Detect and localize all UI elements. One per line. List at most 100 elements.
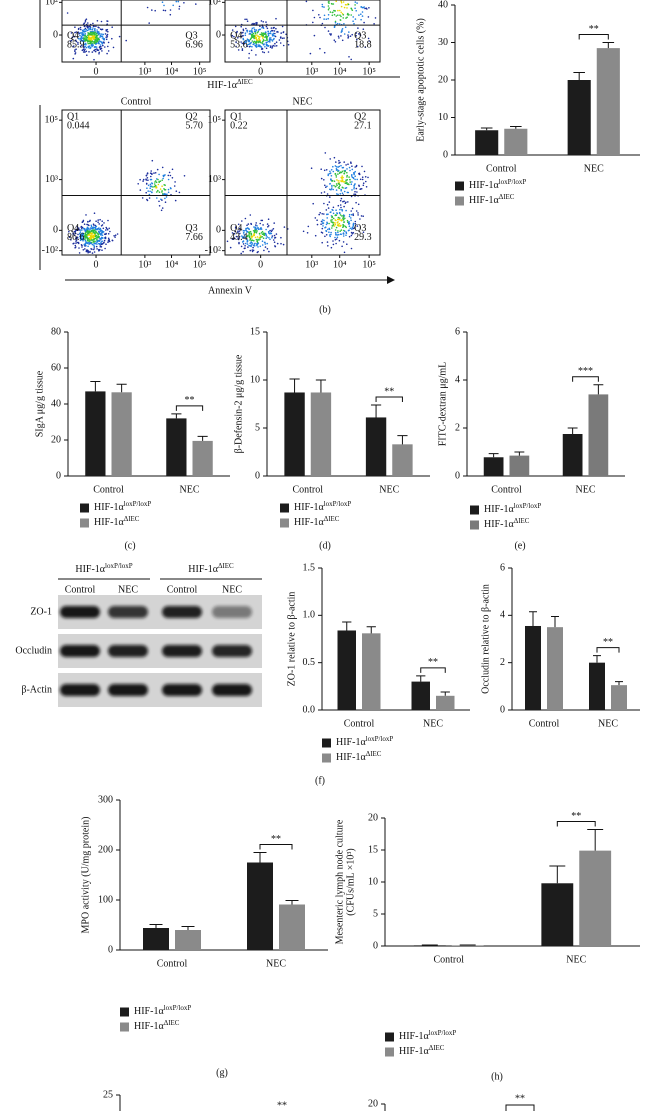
event-dot [340, 224, 342, 227]
event-dot [161, 166, 164, 169]
event-dot [333, 180, 336, 182]
event-dot [94, 38, 96, 41]
error-bar [416, 675, 426, 682]
event-dot [84, 248, 86, 250]
event-dot [241, 220, 243, 222]
event-dot [154, 184, 157, 187]
event-dot [88, 220, 91, 223]
event-dot [347, 201, 349, 203]
event-dot [139, 189, 142, 191]
event-dot [107, 30, 109, 33]
event-dot [78, 247, 80, 249]
y-tick-label: 0 [455, 470, 460, 481]
event-dot [92, 25, 95, 28]
event-dot [348, 31, 350, 33]
event-dot [351, 168, 354, 171]
event-dot [164, 184, 166, 186]
event-dot [248, 57, 250, 59]
event-dot [86, 229, 89, 232]
event-dot [155, 181, 158, 184]
event-dot [107, 241, 109, 244]
event-dot [84, 21, 87, 23]
bar [525, 625, 541, 710]
event-dot [358, 33, 360, 35]
event-dot [257, 35, 259, 37]
event-dot [79, 37, 82, 40]
error-bar [289, 378, 300, 393]
event-dot [337, 180, 340, 182]
significance-bracket [420, 667, 446, 673]
event-dot [96, 228, 99, 231]
event-dot [251, 29, 253, 31]
event-dot [256, 243, 259, 245]
event-dot [348, 235, 351, 238]
event-dot [99, 218, 101, 221]
panel-label: (g) [216, 1067, 228, 1078]
event-dot [240, 41, 242, 43]
event-dot [101, 224, 104, 226]
event-dot [151, 191, 153, 193]
event-dot [74, 50, 76, 53]
event-dot [352, 214, 355, 217]
event-dot [263, 249, 265, 252]
event-dot [257, 227, 259, 229]
event-dot [337, 221, 339, 223]
event-dot [266, 27, 269, 30]
event-dot [274, 245, 276, 247]
event-dot [355, 187, 358, 190]
event-dot [255, 43, 258, 46]
event-dot [235, 226, 237, 228]
event-dot [161, 185, 163, 187]
superscript-label: HIF-1αΔIEC [188, 562, 234, 576]
event-dot [358, 14, 360, 16]
event-dot [255, 36, 258, 39]
event-dot [365, 180, 367, 183]
event-dot [342, 200, 344, 203]
y-tick-label: 2 [455, 422, 460, 433]
event-dot [346, 171, 348, 174]
event-dot [235, 41, 237, 43]
event-dot [75, 48, 77, 50]
blot-band [212, 645, 252, 657]
event-dot [339, 199, 342, 202]
event-dot [92, 31, 94, 34]
y-tick-label: 0 [443, 149, 448, 160]
event-dot [88, 46, 90, 49]
event-dot [81, 29, 84, 32]
y-tick-label: 0 [500, 704, 505, 715]
bar [85, 391, 106, 476]
blot-band [108, 606, 148, 618]
bar [509, 455, 530, 476]
event-dot [270, 27, 273, 29]
event-dot [240, 25, 242, 28]
error-bar [573, 72, 585, 80]
event-dot [248, 231, 251, 233]
y-tick-label: 5 [255, 422, 260, 433]
event-dot [334, 238, 337, 241]
event-dot [151, 9, 153, 11]
event-dot [77, 43, 79, 45]
event-dot [347, 223, 350, 225]
event-dot [93, 31, 96, 34]
event-dot [341, 219, 343, 221]
event-dot [363, 170, 366, 173]
event-dot [107, 219, 109, 222]
event-dot [331, 215, 334, 218]
event-dot [106, 36, 109, 38]
event-dot [321, 241, 324, 244]
y-tick-label: 20 [438, 74, 448, 85]
event-dot [343, 215, 346, 217]
event-dot [84, 25, 86, 27]
event-dot [331, 11, 334, 14]
event-dot [90, 39, 93, 41]
event-dot [84, 230, 87, 233]
significance-bracket [556, 821, 596, 827]
event-dot [98, 243, 101, 245]
event-dot [344, 217, 346, 220]
event-dot [162, 9, 165, 12]
event-dot [160, 198, 162, 201]
x-tick-label: Control [344, 718, 375, 729]
event-dot [87, 245, 89, 248]
event-dot [161, 190, 163, 192]
